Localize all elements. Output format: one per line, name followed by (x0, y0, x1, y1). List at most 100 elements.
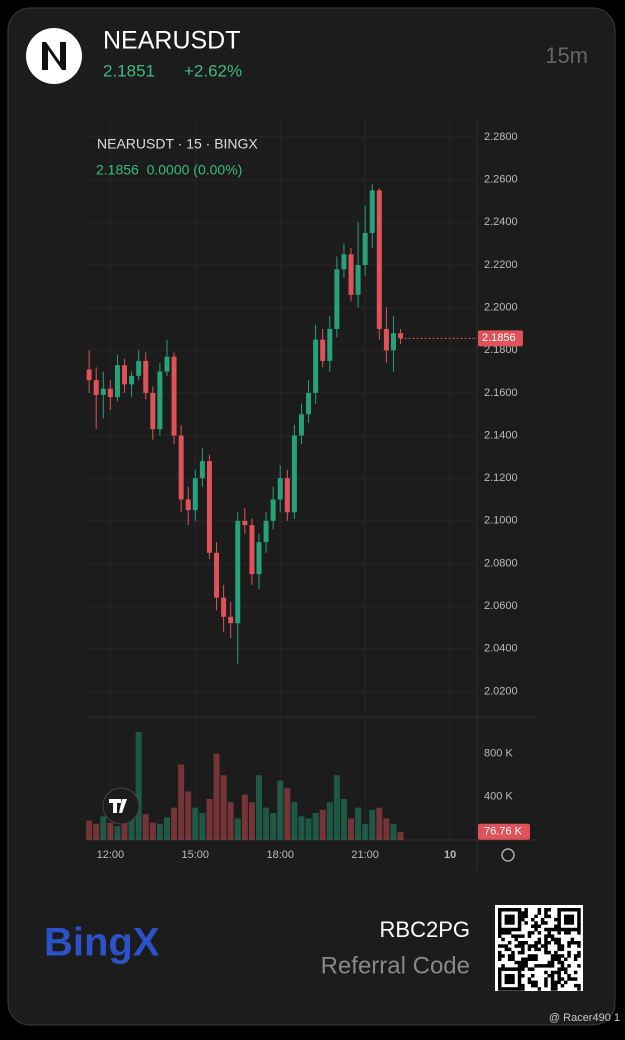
qr-module (537, 911, 542, 915)
qr-module (498, 908, 502, 912)
qr-module (517, 921, 522, 925)
qr-module (544, 950, 548, 955)
volume-bar (192, 807, 199, 840)
qr-module (504, 947, 509, 952)
qr-module (507, 921, 512, 925)
qr-module (534, 941, 538, 945)
qr-module (498, 954, 502, 958)
qr-module (504, 914, 509, 919)
qr-module (550, 934, 555, 938)
qr-module (507, 941, 512, 945)
qr-module (547, 914, 551, 919)
candle-body (107, 388, 113, 398)
qr-module (577, 941, 581, 945)
qr-module (534, 947, 538, 952)
candle-body (355, 264, 361, 295)
volume-bar (149, 822, 156, 840)
volume-bar (241, 794, 248, 840)
chart-title: NEARUSDT · 15 · BINGX (97, 136, 258, 152)
qr-module (544, 934, 548, 938)
candle-body (298, 414, 304, 436)
qr-module (577, 924, 581, 928)
qr-module (573, 983, 578, 988)
volume-bar (100, 816, 107, 840)
qr-module (511, 977, 515, 981)
qr-module (557, 917, 561, 922)
qr-module (544, 977, 548, 981)
candle-body (228, 616, 234, 624)
volume-bar (163, 817, 170, 840)
qr-module (511, 934, 515, 938)
qr-module (554, 950, 558, 955)
volume-bar (284, 788, 291, 840)
qr-module (517, 974, 522, 978)
qr-module (498, 974, 502, 978)
volume-bar (369, 809, 376, 840)
qr-module (577, 950, 581, 955)
qr-module (511, 914, 515, 919)
qr-module (507, 980, 512, 985)
qr-module (527, 931, 532, 935)
qr-module (547, 908, 551, 912)
qr-module (567, 977, 571, 981)
qr-module (521, 967, 525, 971)
qr-module (557, 911, 561, 915)
qr-module (564, 927, 568, 932)
qr-module (544, 970, 548, 975)
qr-module (504, 921, 509, 925)
qr-module (521, 911, 525, 915)
volume-tick-label: 400 K (484, 791, 513, 803)
volume-bar (206, 799, 213, 840)
y-tick-label: 2.2800 (484, 131, 518, 143)
last-volume-label: 76.76 K (484, 826, 523, 838)
candle-body (348, 254, 354, 295)
qr-module (511, 927, 515, 932)
qr-module (573, 977, 578, 981)
brand: BingX (44, 921, 160, 965)
qr-module (544, 947, 548, 952)
qr-module (511, 950, 515, 955)
qr-module (540, 921, 545, 925)
qr-module (554, 927, 558, 932)
qr-module (498, 914, 502, 919)
qr-module (517, 987, 522, 991)
x-tick-label: 18:00 (266, 849, 294, 861)
volume-bar (270, 813, 277, 840)
qr-module (564, 967, 568, 971)
qr-module (550, 974, 555, 978)
y-tick-label: 2.0200 (484, 685, 518, 697)
volume-bar (326, 802, 333, 840)
qr-module (501, 967, 505, 971)
candle-body (334, 269, 340, 329)
qr-module (507, 917, 512, 922)
qr-module (570, 908, 575, 912)
qr-module (531, 957, 535, 961)
qr-module (517, 980, 522, 985)
qr-module (517, 908, 522, 912)
qr-module (537, 964, 542, 968)
qr-module (514, 908, 518, 912)
qr-module (531, 974, 535, 978)
candle-body (249, 525, 255, 575)
qr-module (537, 987, 542, 991)
volume-bar (178, 764, 185, 840)
candle-body (284, 478, 290, 513)
volume-bar (383, 818, 390, 840)
qr-module (577, 954, 581, 958)
qr-module (504, 974, 509, 978)
settings-icon[interactable] (501, 848, 515, 862)
qr-module (577, 914, 581, 919)
qr-module (544, 921, 548, 925)
qr-module (511, 917, 515, 922)
qr-module (521, 950, 525, 955)
qr-module (521, 960, 525, 965)
qr-module (540, 917, 545, 922)
volume-bar (220, 775, 227, 840)
candle-body (383, 328, 389, 351)
marks: 2.0200 2.0400 2.0600 2.0800 2.1000 2.1200 2.14… (86, 120, 530, 861)
qr-module (527, 967, 532, 971)
qr-module (554, 924, 558, 928)
qr-module (521, 983, 525, 988)
